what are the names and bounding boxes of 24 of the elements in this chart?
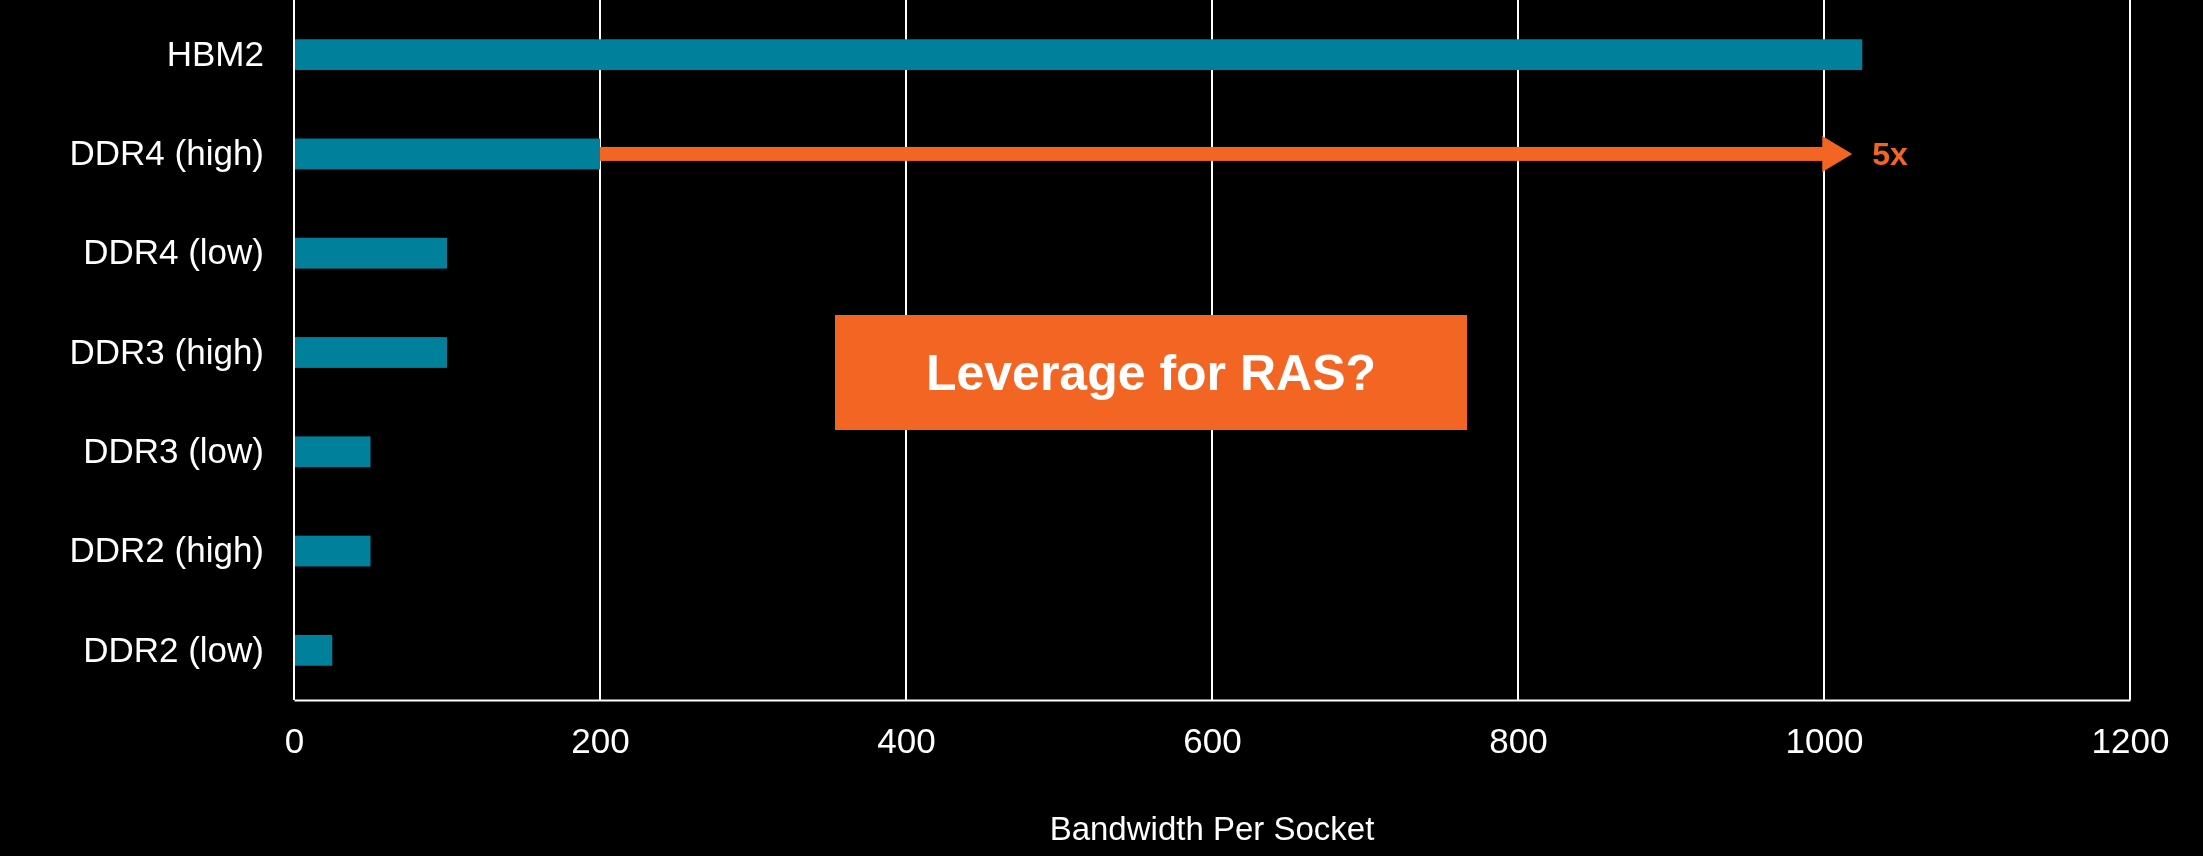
y-tick-label: DDR4 (low) — [83, 232, 264, 272]
x-tick-label: 400 — [877, 720, 936, 760]
bar — [294, 39, 1863, 71]
x-tick-label: 1200 — [2091, 720, 2170, 760]
x-tick-label: 200 — [571, 720, 630, 760]
bar — [294, 535, 371, 567]
y-tick-label: DDR2 (low) — [83, 629, 264, 669]
bar — [294, 337, 447, 368]
bar — [294, 634, 333, 666]
x-tick-label: 600 — [1183, 720, 1242, 760]
y-tick-label: HBM2 — [166, 33, 264, 73]
y-tick-label: DDR3 (low) — [83, 430, 264, 470]
x-axis-title: Bandwidth Per Socket — [1049, 810, 1375, 847]
y-tick-label: DDR2 (high) — [69, 530, 264, 570]
y-tick-label: DDR3 (high) — [69, 331, 264, 371]
x-tick-label: 0 — [284, 720, 305, 760]
x-tick-label: 1000 — [1785, 720, 1864, 760]
x-tick-label: 800 — [1489, 720, 1548, 760]
bar — [294, 436, 371, 468]
y-tick-label: DDR4 (high) — [69, 133, 264, 173]
bar — [294, 237, 447, 269]
bar — [294, 138, 600, 170]
annotation: 5x — [1872, 135, 1909, 172]
annotation: Leverage for RAS? — [925, 345, 1377, 401]
